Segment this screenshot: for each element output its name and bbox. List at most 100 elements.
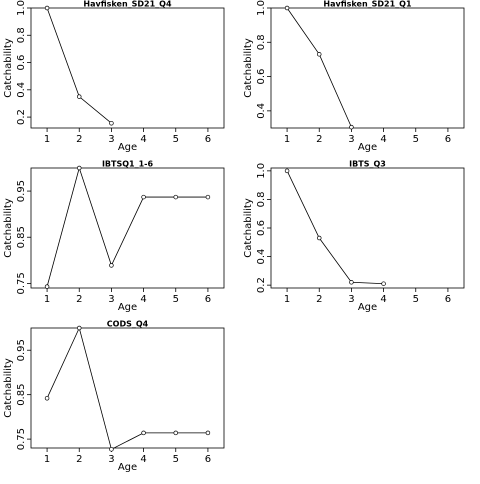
x-axis-label: Age bbox=[358, 302, 377, 313]
data-point bbox=[109, 447, 114, 452]
plot-frame bbox=[270, 7, 465, 129]
x-tick-label: 6 bbox=[445, 134, 451, 145]
x-tick-label: 1 bbox=[44, 134, 50, 145]
y-axis-label: Catchability bbox=[3, 198, 14, 258]
y-axis-label: Catchability bbox=[243, 38, 254, 98]
data-point bbox=[173, 194, 179, 200]
chart-panel-4: IBTS_Q3 1 2 3 4 5 6 0.2 0.4 0.6 0.8 1.0 Age Catchabil… bbox=[243, 160, 465, 313]
series-line bbox=[46, 326, 208, 450]
x-tick-label: 4 bbox=[140, 134, 146, 145]
x-axis-label: Age bbox=[118, 462, 137, 473]
x-tick-label: 6 bbox=[205, 454, 211, 465]
y-axis-label: Catchability bbox=[3, 38, 14, 98]
y-tick-label: 0.6 bbox=[16, 55, 27, 71]
data-point bbox=[76, 165, 82, 171]
x-tick-label: 6 bbox=[445, 294, 451, 305]
chart-title: Havfisken_SD21_Q4 bbox=[83, 0, 172, 9]
x-tick-label: 4 bbox=[140, 454, 146, 465]
x-axis-label: Age bbox=[118, 302, 137, 313]
x-tick-label: 2 bbox=[76, 454, 82, 465]
y-tick-label: 0.95 bbox=[16, 339, 27, 361]
x-tick-label: 4 bbox=[140, 294, 146, 305]
y-tick-label: 0.2 bbox=[16, 109, 27, 125]
x-tick-label: 5 bbox=[173, 294, 179, 305]
x-tick-label: 4 bbox=[380, 134, 386, 145]
data-point bbox=[76, 325, 82, 331]
x-tick-label: 5 bbox=[413, 134, 419, 145]
series-line bbox=[46, 7, 112, 124]
chart-panel-2: Havfisken_SD21_Q1 1 2 3 4 5 6 0.4 0.6 0.8 1.0 Age Ca… bbox=[243, 0, 465, 153]
chart-title: Havfisken_SD21_Q1 bbox=[323, 0, 412, 9]
y-tick-label: 0.4 bbox=[256, 249, 267, 265]
plot-frame bbox=[270, 167, 465, 289]
x-tick-label: 1 bbox=[284, 134, 290, 145]
y-axis-label: Catchability bbox=[243, 198, 254, 258]
y-tick-label: 0.85 bbox=[16, 226, 27, 248]
data-point bbox=[317, 52, 322, 57]
data-point bbox=[381, 281, 386, 286]
x-axis-label: Age bbox=[118, 142, 137, 153]
y-tick-label: 0.8 bbox=[16, 27, 27, 43]
data-point bbox=[141, 430, 146, 436]
x-tick-label: 2 bbox=[316, 134, 322, 145]
x-tick-label: 3 bbox=[348, 294, 354, 305]
y-tick-label: 1.0 bbox=[16, 0, 27, 16]
chart-panel-3: IBTSQ1_1-6 1 2 3 4 5 6 0.75 0.85 0.95 Age Catchabil… bbox=[3, 160, 225, 313]
x-tick-label: 3 bbox=[108, 454, 114, 465]
plot-frame bbox=[30, 167, 225, 289]
data-point bbox=[317, 235, 322, 241]
chart-panel-1: Havfisken_SD21_Q4 1 2 3 4 5 6 0.2 0.4 0.6 0.8 1.0 Ag… bbox=[3, 0, 225, 153]
x-tick-label: 2 bbox=[76, 294, 82, 305]
y-tick-label: 0.4 bbox=[16, 82, 27, 98]
data-point bbox=[349, 280, 354, 285]
data-point bbox=[109, 263, 114, 268]
y-tick-label: 0.8 bbox=[256, 191, 267, 207]
plot-frame bbox=[30, 7, 225, 129]
data-point bbox=[44, 5, 50, 11]
y-tick-label: 0.4 bbox=[256, 103, 267, 119]
y-tick-label: 0.95 bbox=[16, 180, 27, 202]
y-tick-label: 0.6 bbox=[256, 69, 267, 85]
x-tick-label: 3 bbox=[108, 294, 114, 305]
chart-panel-5: CODS_Q4 1 2 3 4 5 6 0.75 0.85 0.95 Age Catchability bbox=[3, 320, 225, 473]
series-line bbox=[286, 170, 384, 285]
series-line bbox=[286, 7, 352, 128]
data-point bbox=[205, 194, 211, 200]
x-tick-label: 1 bbox=[284, 294, 290, 305]
data-point bbox=[284, 168, 290, 174]
x-axis-label: Age bbox=[358, 142, 377, 153]
y-tick-label: 0.75 bbox=[16, 272, 27, 294]
chart-title: IBTSQ1_1-6 bbox=[102, 160, 154, 169]
y-tick-label: 1.0 bbox=[256, 163, 267, 179]
x-tick-label: 2 bbox=[76, 134, 82, 145]
chart-title: CODS_Q4 bbox=[107, 320, 149, 329]
plot-frame bbox=[30, 327, 225, 449]
series-line bbox=[46, 166, 208, 287]
y-tick-label: 1.0 bbox=[256, 0, 267, 16]
x-tick-label: 3 bbox=[108, 134, 114, 145]
y-tick-label: 0.2 bbox=[256, 277, 267, 293]
x-tick-label: 5 bbox=[413, 294, 419, 305]
y-tick-label: 0.85 bbox=[16, 384, 27, 406]
data-point bbox=[284, 5, 290, 11]
x-tick-label: 5 bbox=[173, 454, 179, 465]
data-point bbox=[141, 194, 146, 200]
data-point bbox=[44, 284, 50, 289]
y-tick-label: 0.8 bbox=[256, 34, 267, 50]
y-tick-label: 0.75 bbox=[16, 428, 27, 450]
data-point bbox=[205, 430, 211, 436]
x-tick-label: 5 bbox=[173, 134, 179, 145]
x-tick-label: 1 bbox=[44, 294, 50, 305]
x-tick-label: 2 bbox=[316, 294, 322, 305]
data-point bbox=[44, 395, 50, 401]
y-axis-label: Catchability bbox=[3, 358, 14, 418]
data-point bbox=[349, 124, 354, 130]
data-point bbox=[109, 120, 114, 126]
x-tick-label: 1 bbox=[44, 454, 50, 465]
x-tick-label: 4 bbox=[380, 294, 386, 305]
x-tick-label: 3 bbox=[348, 134, 354, 145]
y-tick-label: 0.6 bbox=[256, 220, 267, 236]
x-tick-label: 6 bbox=[205, 294, 211, 305]
